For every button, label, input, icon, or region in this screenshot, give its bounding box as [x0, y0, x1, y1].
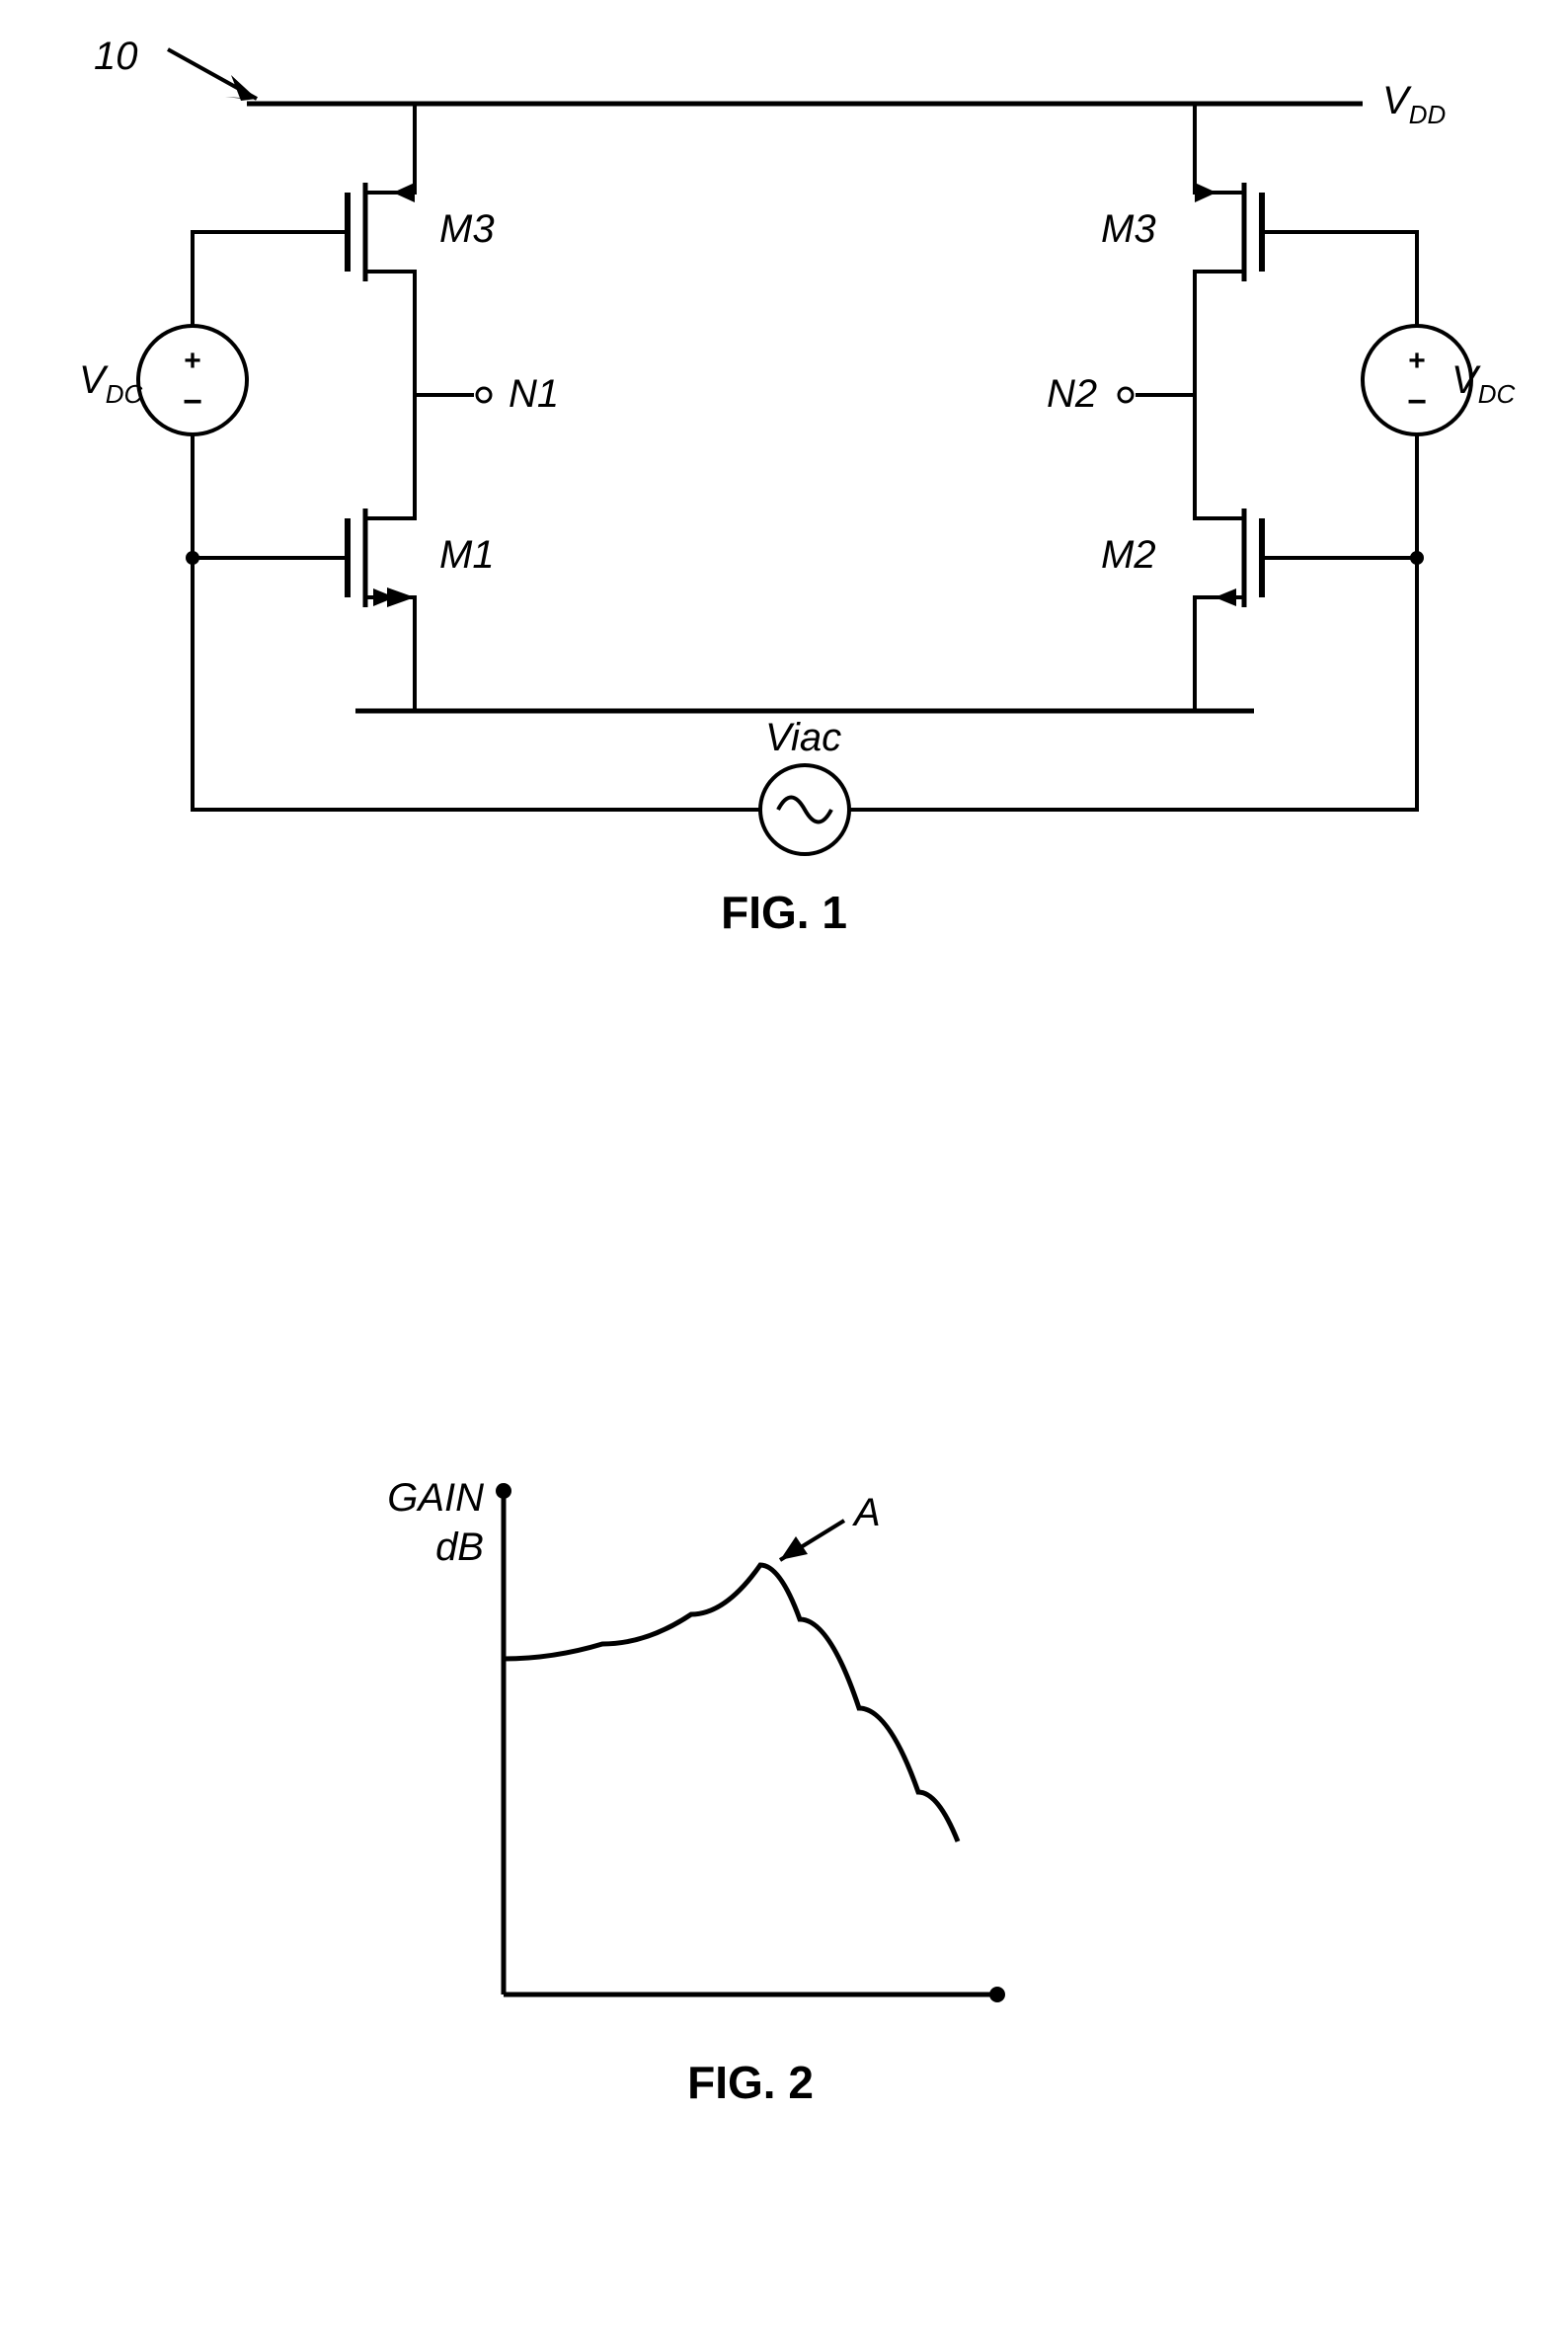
fig2-y-title-2: dB [435, 1526, 484, 1569]
nmos-m1 [296, 494, 415, 622]
fig2-gain-curve [504, 1565, 958, 1841]
n2-label: N2 [1047, 372, 1097, 416]
fig2-y-title-1: GAIN [387, 1476, 484, 1520]
fig1-caption: FIG. 1 [721, 887, 847, 938]
pmos-m3-right [1195, 168, 1313, 296]
point-a-label: A [852, 1491, 881, 1534]
n1-label: N1 [509, 372, 559, 416]
m3-left-label: M3 [439, 207, 495, 251]
nmos-m2 [1195, 494, 1313, 622]
m3-right-label: M3 [1101, 207, 1156, 251]
vdd-label: VDD [1382, 79, 1446, 129]
n2-terminal [1119, 388, 1133, 402]
vdc-left-label: VDC [79, 358, 142, 409]
ref-10-arrow: 10 [94, 35, 257, 101]
m2-label: M2 [1101, 533, 1156, 577]
fig2-x-end-dot [989, 1987, 1005, 2002]
vdc-left-plus: + [184, 345, 201, 377]
vdc-right-minus: − [1407, 383, 1427, 421]
vdc-right-label: VDC [1451, 358, 1515, 409]
right-branch: M3 N2 M2 [1047, 104, 1313, 711]
pmos-m3-left [296, 168, 415, 296]
n1-terminal [477, 388, 491, 402]
vdc-right: + − [1313, 232, 1471, 558]
fig2-caption: FIG. 2 [687, 2057, 814, 2108]
point-a-arrowhead [780, 1536, 808, 1560]
m1-label: M1 [439, 533, 495, 577]
figure-1: 10 VDD [79, 35, 1515, 938]
vdc-left: + − [138, 232, 296, 558]
figure-2: GAIN dB A FIG. 2 [387, 1476, 1005, 2108]
vdc-left-minus: − [183, 383, 202, 421]
ref-10-text: 10 [94, 35, 138, 78]
vdc-right-plus: + [1408, 345, 1426, 377]
page-canvas: 10 VDD [0, 0, 1568, 2347]
fig2-y-end-dot [496, 1483, 511, 1499]
viac-label: Viac [765, 716, 841, 759]
left-branch: M3 N1 M1 [296, 104, 559, 711]
